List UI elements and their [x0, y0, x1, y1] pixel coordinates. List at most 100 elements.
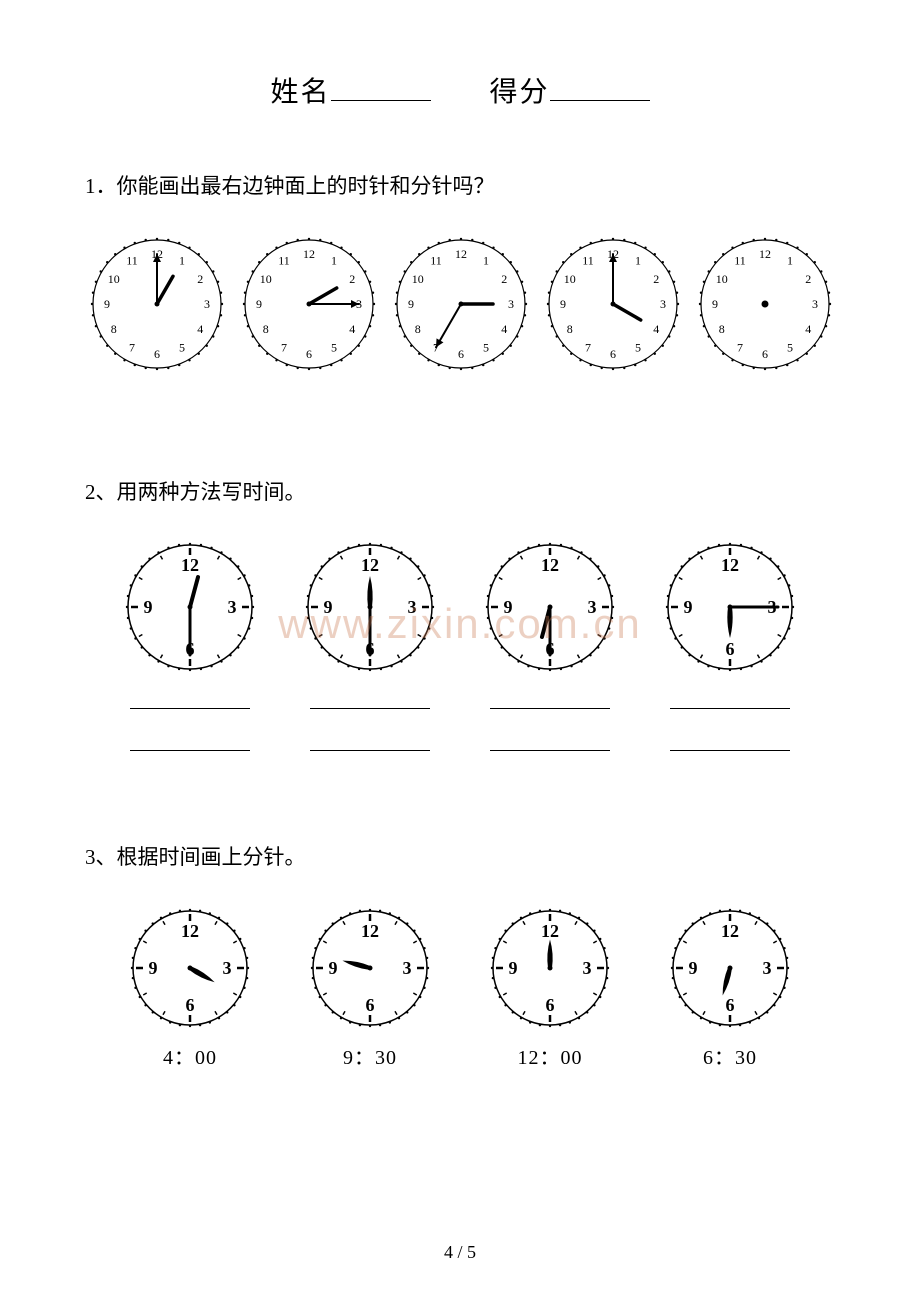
svg-text:5: 5	[331, 340, 337, 354]
svg-text:5: 5	[179, 340, 185, 354]
svg-text:1: 1	[483, 253, 489, 267]
svg-text:3: 3	[588, 597, 597, 617]
q2-clock-2: 36912	[480, 537, 620, 709]
q2-answer-line-1-0	[130, 685, 250, 709]
svg-text:6: 6	[726, 995, 735, 1015]
svg-text:6: 6	[366, 995, 375, 1015]
svg-text:11: 11	[734, 253, 746, 267]
svg-text:9: 9	[408, 297, 414, 311]
q2-clock-3: 36912	[660, 537, 800, 709]
q3-clock-3: 36912 6：30	[665, 903, 795, 1070]
svg-text:4: 4	[349, 322, 355, 336]
q3-time-label-0: 4：00	[163, 1041, 217, 1070]
name-blank	[331, 100, 431, 101]
q2-answer-line-1-1	[310, 685, 430, 709]
svg-text:11: 11	[126, 253, 138, 267]
q3-clock-1: 369129：30	[305, 903, 435, 1070]
svg-text:6: 6	[458, 347, 464, 361]
svg-text:3: 3	[583, 958, 592, 978]
svg-text:10: 10	[716, 272, 728, 286]
svg-text:3: 3	[204, 297, 210, 311]
svg-text:8: 8	[567, 322, 573, 336]
svg-text:6: 6	[306, 347, 312, 361]
svg-text:12: 12	[541, 921, 559, 941]
q2-answer-wrap-2-0	[130, 719, 250, 751]
q3-time-label-1: 9：30	[343, 1041, 397, 1070]
svg-text:5: 5	[787, 340, 793, 354]
svg-text:9: 9	[684, 597, 693, 617]
q2-clock-0: 36912	[120, 537, 260, 709]
svg-text:2: 2	[653, 272, 659, 286]
svg-text:4: 4	[653, 322, 659, 336]
svg-text:7: 7	[281, 340, 287, 354]
q1-clock-4: 123456789101112	[693, 232, 837, 376]
clock-face-icon: 36912	[120, 537, 260, 677]
svg-text:1: 1	[331, 253, 337, 267]
q3-clock-2: 3691212：00	[485, 903, 615, 1070]
clock-face-icon: 123456789101112	[85, 232, 229, 376]
svg-text:12: 12	[303, 247, 315, 261]
svg-text:7: 7	[129, 340, 135, 354]
clock-face-icon: 36912	[125, 903, 255, 1033]
q1-clock-0: 123456789101112	[85, 232, 229, 376]
svg-text:12: 12	[721, 555, 739, 575]
svg-text:9: 9	[560, 297, 566, 311]
svg-text:12: 12	[181, 921, 199, 941]
svg-text:12: 12	[759, 247, 771, 261]
worksheet-header: 姓名 得分	[85, 70, 835, 110]
q2-answer-line-1-2	[490, 685, 610, 709]
svg-text:9: 9	[149, 958, 158, 978]
name-label: 姓名	[270, 77, 330, 108]
svg-text:3: 3	[660, 297, 666, 311]
q3-time-label-2: 12：00	[518, 1041, 583, 1070]
svg-text:9: 9	[712, 297, 718, 311]
svg-text:2: 2	[501, 272, 507, 286]
svg-text:9: 9	[329, 958, 338, 978]
svg-text:3: 3	[228, 597, 237, 617]
svg-text:2: 2	[349, 272, 355, 286]
svg-text:6: 6	[762, 347, 768, 361]
clock-face-icon: 36912	[305, 903, 435, 1033]
svg-text:9: 9	[144, 597, 153, 617]
q1-clocks-row: 1234567891011121234567891011121234567891…	[85, 232, 835, 376]
q2-text: 2、用两种方法写时间。	[85, 476, 835, 510]
q2-answer-line-2-2	[490, 727, 610, 751]
svg-text:12: 12	[721, 921, 739, 941]
svg-text:6: 6	[186, 995, 195, 1015]
score-blank	[550, 100, 650, 101]
q2-answer-line-2-1	[310, 727, 430, 751]
svg-text:3: 3	[403, 958, 412, 978]
q1-clock-2: 123456789101112	[389, 232, 533, 376]
clock-face-icon: 123456789101112	[237, 232, 381, 376]
svg-text:4: 4	[805, 322, 811, 336]
svg-text:7: 7	[737, 340, 743, 354]
svg-text:4: 4	[501, 322, 507, 336]
svg-text:5: 5	[635, 340, 641, 354]
q2-answer-wrap-2-2	[490, 719, 610, 751]
clock-face-icon: 36912	[300, 537, 440, 677]
svg-text:12: 12	[455, 247, 467, 261]
svg-text:6: 6	[546, 995, 555, 1015]
svg-text:5: 5	[483, 340, 489, 354]
q3-text: 3、根据时间画上分针。	[85, 841, 835, 875]
svg-text:6: 6	[726, 639, 735, 659]
clock-face-icon: 123456789101112	[389, 232, 533, 376]
svg-text:2: 2	[805, 272, 811, 286]
q3-time-label-3: 6：30	[703, 1041, 757, 1070]
clock-face-icon: 36912	[665, 903, 795, 1033]
svg-text:6: 6	[610, 347, 616, 361]
page-number: 4 / 5	[444, 1242, 476, 1263]
clock-face-icon: 36912	[660, 537, 800, 677]
svg-text:3: 3	[812, 297, 818, 311]
score-label: 得分	[490, 77, 550, 108]
svg-text:11: 11	[430, 253, 442, 267]
q1-clock-1: 123456789101112	[237, 232, 381, 376]
svg-text:12: 12	[541, 555, 559, 575]
q3-clock-0: 369124：00	[125, 903, 255, 1070]
q1-text: 1．你能画出最右边钟面上的时针和分针吗？	[85, 170, 835, 204]
svg-text:9: 9	[104, 297, 110, 311]
svg-text:3: 3	[508, 297, 514, 311]
svg-text:4: 4	[197, 322, 203, 336]
q2-answer-row-2	[85, 719, 835, 751]
svg-text:1: 1	[787, 253, 793, 267]
